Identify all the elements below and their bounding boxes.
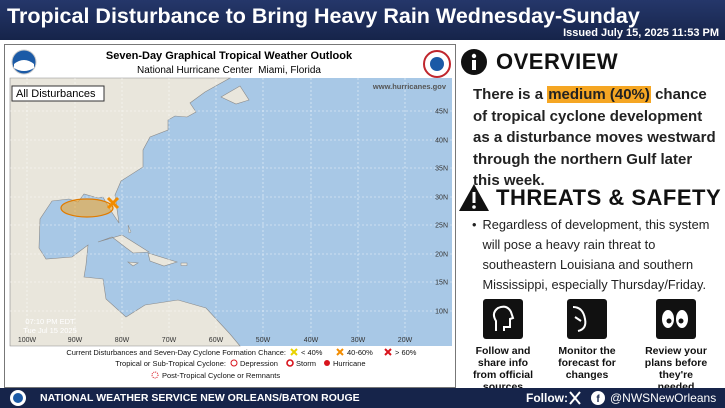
lon-label: 30W [351,337,366,344]
lat-label: 45N [435,109,448,116]
legend-symbol [286,359,294,367]
legend-text: Tropical or Sub-Tropical Cyclone: [115,359,226,368]
overview-text: There is a medium (40%) chance of tropic… [473,84,719,192]
lon-label: 40W [304,337,319,344]
highlight: medium (40%) [547,86,651,103]
legend-text: Hurricane [333,359,366,368]
legend-x [336,348,344,356]
header-title: Tropical Disturbance to Bring Heavy Rain… [7,4,640,28]
action-caption: Monitor the forecast for changes [558,345,616,381]
legend-text: Depression [240,359,278,368]
legend-text: Current Disturbances and Seven-Day Cyclo… [66,348,286,357]
lat-label: 15N [435,280,448,287]
lat-label: 40N [435,138,448,145]
legend-text: < 40% [301,348,323,357]
lon-label: 70W [162,337,177,344]
graticule [10,78,452,346]
tag-box [11,85,105,102]
issued-time: Issued July 15, 2025 11:53 PM [563,27,719,39]
header-bar [0,0,725,40]
info-icon [461,49,487,75]
bullet-text: Regardless of development, this system w… [482,217,710,292]
footer-office: NATIONAL WEATHER SERVICE NEW ORLEANS/BAT… [40,392,360,404]
nws-logo-center [430,57,444,71]
lat-labels: 45N 40N 35N 30N 25N 20N 15N 10N [435,109,448,316]
nws-footer-logo [10,390,26,406]
legend-symbol [230,359,238,367]
lon-label: 20W [398,337,413,344]
lon-label: 60W [209,337,224,344]
lon-label: 50W [256,337,271,344]
noaa-logo-bird [14,60,34,71]
footer-bar [0,388,725,408]
legend-x [384,348,392,356]
legend-text: Post-Tropical Cyclone or Remnants [162,371,280,380]
lat-label: 30N [435,195,448,202]
land [220,85,250,105]
bullet-dot: • [472,217,477,232]
social-icons: f [569,391,605,405]
action-caption: Follow and share info from official sour… [472,345,534,393]
disturbance-marker [106,196,120,210]
footer-follow: Follow: [526,391,568,405]
overview-heading: OVERVIEW [496,49,619,74]
map-url: www.hurricanes.gov [372,82,447,91]
threats-heading: THREATS & SAFETY [496,185,722,210]
land [147,252,179,267]
land [127,224,132,234]
lon-labels: 100W 90W 80W 70W 60W 50W 40W 30W 20W [18,337,413,344]
timestamp: Tue Jul 15 2025 [23,326,77,335]
legend-text: > 60% [395,348,417,357]
land [180,262,188,266]
footer-handle: @NWSNewOrleans [610,391,717,405]
map-legend: Current Disturbances and Seven-Day Cyclo… [66,348,416,380]
timestamp: 07:10 PM EDT [25,317,75,326]
threats-bullet: • Regardless of development, this system … [472,215,720,295]
action-glyphs [492,305,688,332]
lat-label: 20N [435,252,448,259]
svg-text:f: f [596,394,600,405]
warning-icon [459,184,489,211]
map-subtitle: National Hurricane Center Miami, Florida [137,65,321,76]
action-caption: Review your plans before they're needed [644,345,708,393]
map-tag: All Disturbances [16,88,96,100]
lon-label: 80W [115,337,130,344]
lat-label: 10N [435,309,448,316]
lat-label: 35N [435,166,448,173]
legend-text: 40-60% [347,348,373,357]
land [97,234,150,254]
action-icon [567,299,607,339]
legend-text: Storm [296,359,316,368]
lon-label: 100W [18,337,37,344]
legend-x [290,348,298,356]
outlook-map: Seven-Day Graphical Tropical Weather Out… [4,44,456,388]
text: There is a [473,86,548,103]
lon-label: 90W [68,337,83,344]
text: chance of tropical cyclone development a… [473,86,716,189]
legend-symbol [151,371,159,379]
legend-symbol [324,360,330,366]
lat-label: 25N [435,223,448,230]
land [127,261,139,267]
disturbance-area [60,198,114,218]
map-title: Seven-Day Graphical Tropical Weather Out… [106,50,353,62]
